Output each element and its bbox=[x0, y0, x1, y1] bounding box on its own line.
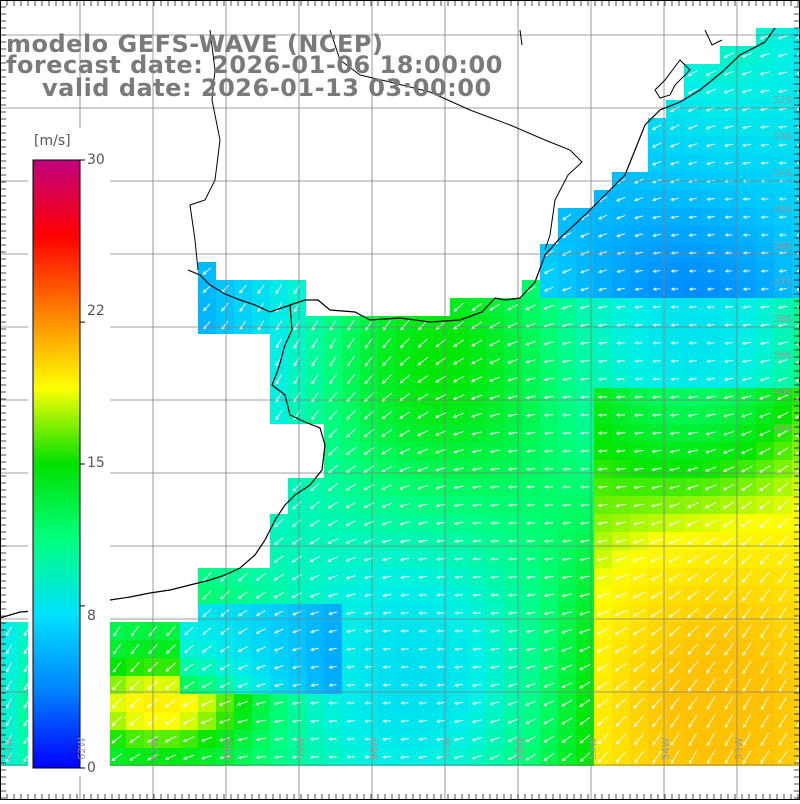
colorbar-tick-22: 22 bbox=[87, 303, 105, 319]
lon-label: 61W bbox=[150, 737, 161, 760]
wind-cell bbox=[792, 658, 800, 676]
colorbar-gradient bbox=[33, 160, 80, 768]
wind-cell bbox=[792, 730, 800, 748]
wind-cell bbox=[792, 478, 800, 496]
colorbar-tick-15: 15 bbox=[87, 455, 105, 471]
lon-label: 58W bbox=[369, 737, 380, 760]
wind-cell bbox=[792, 532, 800, 550]
lat-label: 39S bbox=[773, 351, 792, 362]
lon-label: 63W bbox=[4, 737, 15, 760]
lon-label: 57W bbox=[442, 737, 453, 760]
lat-label: 41S bbox=[773, 424, 792, 435]
lat-label: 32S bbox=[773, 95, 792, 106]
lon-label: 54W bbox=[661, 737, 672, 760]
wind-cell bbox=[792, 352, 800, 370]
lon-label: 62W bbox=[77, 737, 88, 760]
wind-cell bbox=[792, 388, 800, 406]
colorbar-tick-0: 0 bbox=[87, 760, 96, 776]
colorbar bbox=[28, 128, 110, 776]
lon-label: 53W bbox=[734, 737, 745, 760]
lat-label: 34S bbox=[773, 168, 792, 179]
lat-label: 33S bbox=[773, 132, 792, 143]
valid-date: valid date: 2026-01-13 03:00:00 bbox=[42, 76, 492, 100]
colorbar-tick-8: 8 bbox=[87, 608, 96, 624]
wind-cell bbox=[792, 316, 800, 334]
wind-cell bbox=[792, 640, 800, 658]
wind-cell bbox=[792, 568, 800, 586]
wind-cell bbox=[792, 406, 800, 424]
lon-label: 56W bbox=[515, 737, 526, 760]
wind-cell bbox=[792, 694, 800, 712]
lon-label: 55W bbox=[588, 737, 599, 760]
wind-cell bbox=[792, 442, 800, 460]
lat-label: 35S bbox=[773, 205, 792, 216]
colorbar-tick-30: 30 bbox=[87, 152, 105, 168]
wind-cell bbox=[792, 514, 800, 532]
colorbar-unit: [m/s] bbox=[34, 133, 71, 149]
wind-cell bbox=[792, 28, 800, 46]
lat-label: 37S bbox=[773, 278, 792, 289]
lon-label: 60W bbox=[223, 737, 234, 760]
lon-label: 59W bbox=[296, 737, 307, 760]
lat-label: 38S bbox=[773, 314, 792, 325]
lat-label: 36S bbox=[773, 241, 792, 252]
lat-label: 40S bbox=[773, 387, 792, 398]
